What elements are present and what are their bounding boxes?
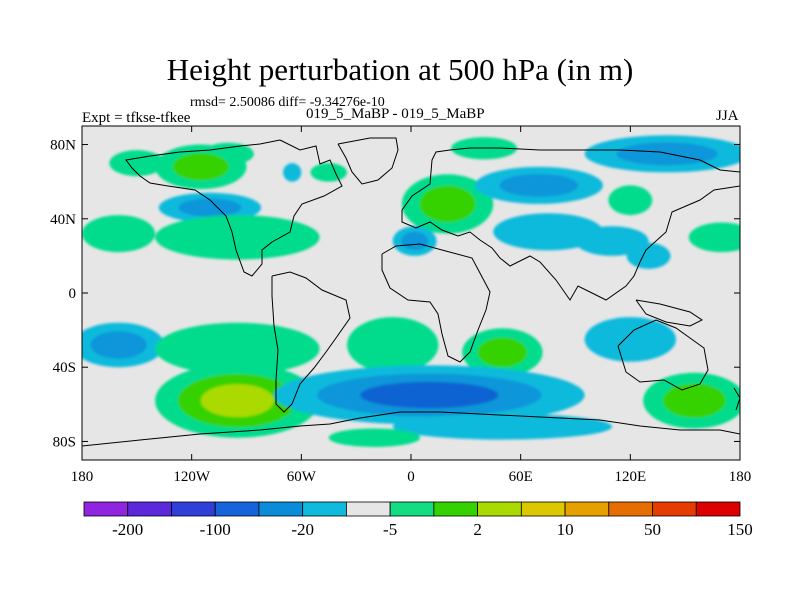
season-label: JJA <box>716 108 739 124</box>
anomaly-s-pacific-neg-level-1 <box>90 331 147 359</box>
anomaly-alaska-pos-level-0 <box>109 150 165 177</box>
anomaly-n-atlantic-pos-level-0 <box>310 163 348 182</box>
colorbar-swatch <box>608 501 653 517</box>
experiment-label: Expt = tfkse-tfkee <box>82 110 191 126</box>
anomaly-southern-ocean-neg-level-2 <box>360 381 499 409</box>
anomaly-asia-neg-level-0 <box>493 213 603 251</box>
colorbar-swatch <box>652 501 697 517</box>
colorbar-label: 150 <box>727 520 753 539</box>
anomaly-n-america-south-pos-level-0 <box>155 215 320 260</box>
lon-tick-label: 0 <box>407 469 415 485</box>
anomaly-w-pacific-neg-level-0 <box>626 242 671 269</box>
lon-tick-label: 180 <box>729 469 752 485</box>
lat-tick-label: 40N <box>50 212 76 228</box>
lon-tick-label: 60E <box>509 469 533 485</box>
anomaly-east-asia-pos-level-0 <box>608 185 653 216</box>
lon-tick-label: 120E <box>614 469 646 485</box>
anomaly-s-atlantic-pos-level-0 <box>347 317 439 373</box>
colorbar-swatch <box>127 501 172 517</box>
lon-tick-label: 120W <box>173 469 211 485</box>
anomaly-s-america-west-pos-level-0 <box>155 322 320 375</box>
anomaly-s-africa-pos-level-1 <box>477 337 528 368</box>
colorbar-swatch <box>520 501 566 517</box>
anomaly-n-america-neg-level-1 <box>178 198 242 217</box>
colorbar-swatch <box>83 501 129 517</box>
anomaly-antarctic-neg-level-0 <box>392 413 613 440</box>
lat-tick-label: 0 <box>69 286 77 302</box>
lon-tick-label: 60W <box>287 469 317 485</box>
lat-tick-label: 80N <box>50 138 76 154</box>
anomaly-s-pacific-east-pos-level-1 <box>662 383 726 418</box>
anomaly-europe-pos-level-1 <box>419 185 476 223</box>
colorbar-swatch <box>564 501 610 517</box>
colorbar-swatch <box>302 501 347 517</box>
coastlines <box>82 137 740 447</box>
colorbar-label: 10 <box>557 520 574 539</box>
anomaly-siberia-neg-level-1 <box>499 173 579 197</box>
colorbar-swatch <box>345 501 391 517</box>
colorbar-swatch <box>171 501 216 517</box>
anomaly-s-pacific-pos-level-2 <box>200 384 274 418</box>
anomaly-china-neg-level-0 <box>575 226 649 256</box>
anomaly-s-indian-east-neg-level-0 <box>584 317 677 362</box>
anomaly-hudson-neg-level-0 <box>283 163 302 182</box>
anomaly-med-neg-level-1 <box>401 231 429 251</box>
colorbar-label: 50 <box>644 520 661 539</box>
colorbar-label: -5 <box>383 520 397 539</box>
lon-tick-label: 180 <box>71 469 94 485</box>
lat-tick-label: 80S <box>53 434 76 450</box>
stats-text: rmsd= 2.50086 diff= -9.34276e-10 <box>190 95 385 110</box>
lat-tick-label: 40S <box>53 360 76 376</box>
anomaly-antarctic-pos-level-0 <box>328 428 421 448</box>
colorbar-swatch <box>258 501 304 517</box>
anomaly-n-pacific-pos-level-0 <box>82 215 156 253</box>
anomaly-n-pacific-east-pos-level-0 <box>688 222 740 253</box>
runs-label: 019_5_MaBP - 019_5_MaBP <box>306 106 485 122</box>
colorbar-label: -200 <box>112 520 143 539</box>
colorbar-label: 2 <box>473 520 482 539</box>
colorbar-swatch <box>477 501 522 517</box>
colorbar-swatch <box>389 501 435 517</box>
colorbar-swatch <box>695 501 741 517</box>
colorbar-swatch <box>433 501 479 517</box>
map-title: Height perturbation at 500 hPa (in m) <box>166 52 634 87</box>
colorbar-label: -20 <box>291 520 314 539</box>
colorbar-label: -100 <box>200 520 231 539</box>
anomaly-canada-pos-level-1 <box>172 153 229 181</box>
colorbar-swatch <box>214 501 260 517</box>
